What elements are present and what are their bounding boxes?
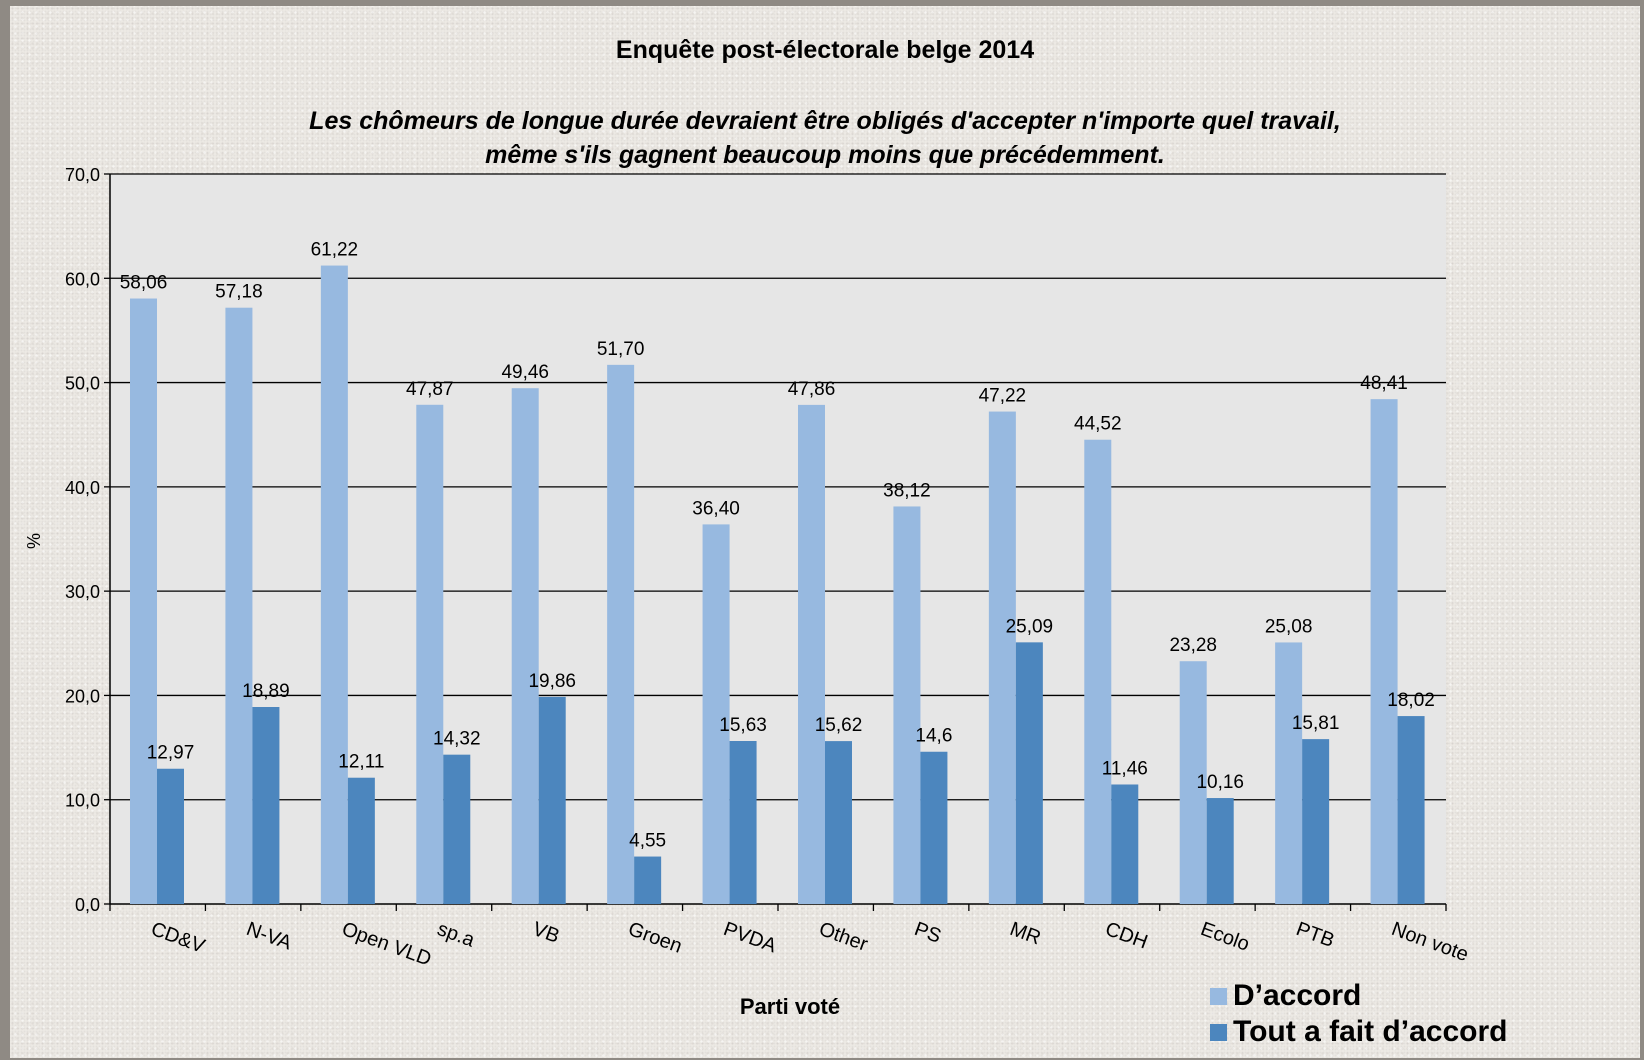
bar bbox=[1179, 661, 1207, 904]
x-tick-label: Other bbox=[816, 918, 871, 956]
bar bbox=[157, 768, 184, 904]
x-tick-label: PS bbox=[911, 918, 944, 948]
bar bbox=[538, 696, 566, 904]
bar bbox=[702, 524, 730, 904]
bar bbox=[1015, 642, 1043, 904]
x-tick-label: CDH bbox=[1102, 918, 1150, 953]
y-tick-label: 20,0 bbox=[65, 686, 100, 706]
bar bbox=[634, 856, 662, 904]
y-tick-label: 70,0 bbox=[65, 165, 100, 185]
x-tick-label: VB bbox=[530, 918, 563, 948]
legend-swatch-tout-a-fait-d-accord bbox=[1210, 1023, 1227, 1041]
x-tick-label: PTB bbox=[1293, 918, 1337, 952]
bar bbox=[416, 404, 444, 904]
x-tick-label: Ecolo bbox=[1198, 918, 1253, 956]
data-label: 61,22 bbox=[311, 240, 359, 261]
data-label: 18,02 bbox=[1387, 690, 1435, 711]
bar bbox=[1302, 739, 1330, 904]
bar bbox=[798, 404, 825, 904]
data-label: 12,11 bbox=[338, 752, 384, 773]
x-tick-label: sp.a bbox=[434, 918, 478, 952]
bar bbox=[252, 707, 280, 904]
y-axis-title: % bbox=[24, 533, 44, 549]
data-label: 47,22 bbox=[979, 386, 1027, 407]
legend-label-tout-a-fait-d-accord: Tout a fait d’accord bbox=[1233, 1015, 1508, 1048]
legend-label-d-accord: D’accord bbox=[1233, 979, 1362, 1012]
bar bbox=[1084, 439, 1112, 904]
bar bbox=[347, 777, 375, 904]
data-label: 49,46 bbox=[501, 362, 549, 383]
legend-swatch-d-accord bbox=[1210, 987, 1227, 1005]
x-tick-label: N-VA bbox=[243, 918, 295, 955]
plot-area bbox=[110, 174, 1446, 904]
x-tick-label: Groen bbox=[625, 918, 685, 958]
y-tick-label: 30,0 bbox=[65, 582, 100, 602]
data-label: 15,81 bbox=[1292, 713, 1340, 734]
data-label: 25,09 bbox=[1006, 616, 1054, 637]
data-label: 47,87 bbox=[406, 379, 454, 400]
bar bbox=[729, 741, 757, 904]
y-tick-label: 0,0 bbox=[75, 895, 100, 915]
data-label: 51,70 bbox=[597, 339, 645, 360]
data-label: 23,28 bbox=[1169, 635, 1217, 656]
legend: D’accord Tout a fait d’accord bbox=[1210, 978, 1507, 1050]
x-axis-title: Parti voté bbox=[739, 994, 841, 1019]
y-tick-label: 50,0 bbox=[65, 374, 100, 394]
data-label: 14,6 bbox=[915, 726, 952, 747]
bar bbox=[1275, 642, 1303, 904]
data-label: 4,55 bbox=[629, 831, 666, 852]
chart-subtitle-line-1: Les chômeurs de longue durée devraient ê… bbox=[309, 107, 1341, 135]
legend-item-tout-a-fait-d-accord: Tout a fait d’accord bbox=[1210, 1014, 1507, 1050]
x-tick-label: Non vote bbox=[1389, 918, 1472, 966]
bar bbox=[443, 754, 471, 904]
x-tick-label: MR bbox=[1007, 918, 1044, 949]
y-tick-label: 60,0 bbox=[65, 269, 100, 289]
y-tick-label: 10,0 bbox=[65, 791, 100, 811]
data-label: 15,63 bbox=[719, 715, 767, 736]
data-label: 36,40 bbox=[692, 498, 740, 519]
chart-title: Enquête post-électorale belge 2014 bbox=[615, 36, 1035, 64]
data-label: 48,41 bbox=[1360, 373, 1408, 394]
bar bbox=[130, 298, 157, 904]
bar-chart: 0,0 10,0 20,0 30,0 40,0 50,0 60,0 70,0% 58,06 12,… bbox=[24, 165, 1472, 971]
chart-subtitle-line-2: même s'ils gagnent beaucoup moins que pr… bbox=[485, 141, 1165, 169]
bar bbox=[1370, 399, 1398, 904]
bar bbox=[607, 364, 635, 904]
data-label: 47,86 bbox=[788, 379, 836, 400]
data-label: 58,06 bbox=[120, 273, 168, 294]
data-label: 57,18 bbox=[215, 282, 263, 303]
bar bbox=[225, 307, 253, 904]
data-label: 44,52 bbox=[1074, 414, 1122, 435]
bar bbox=[988, 411, 1016, 904]
x-tick-label: PVDA bbox=[721, 918, 780, 958]
bar bbox=[1111, 784, 1139, 904]
y-tick-label: 40,0 bbox=[65, 478, 100, 498]
bar bbox=[511, 388, 539, 904]
data-label: 10,16 bbox=[1196, 772, 1244, 793]
data-label: 25,08 bbox=[1265, 616, 1313, 637]
chart-panel: Enquête post-électorale belge 2014 Les c… bbox=[10, 6, 1640, 1058]
legend-item-d-accord: D’accord bbox=[1210, 978, 1507, 1014]
bar bbox=[320, 265, 348, 904]
data-label: 14,32 bbox=[433, 729, 481, 750]
bar bbox=[920, 751, 948, 904]
data-label: 11,46 bbox=[1102, 758, 1148, 779]
x-tick-label: CD&V bbox=[148, 918, 208, 958]
x-tick-label: Open VLD bbox=[339, 918, 434, 971]
bar bbox=[825, 741, 852, 904]
data-label: 19,86 bbox=[528, 671, 576, 692]
data-label: 15,62 bbox=[815, 715, 863, 736]
data-label: 18,89 bbox=[242, 681, 290, 702]
bar bbox=[893, 506, 921, 904]
bar bbox=[1206, 798, 1234, 904]
chart-subtitle: Les chômeurs de longue durée devraient ê… bbox=[10, 104, 1640, 172]
data-label: 12,97 bbox=[147, 743, 195, 764]
data-label: 38,12 bbox=[883, 480, 931, 501]
bar bbox=[1397, 716, 1425, 904]
